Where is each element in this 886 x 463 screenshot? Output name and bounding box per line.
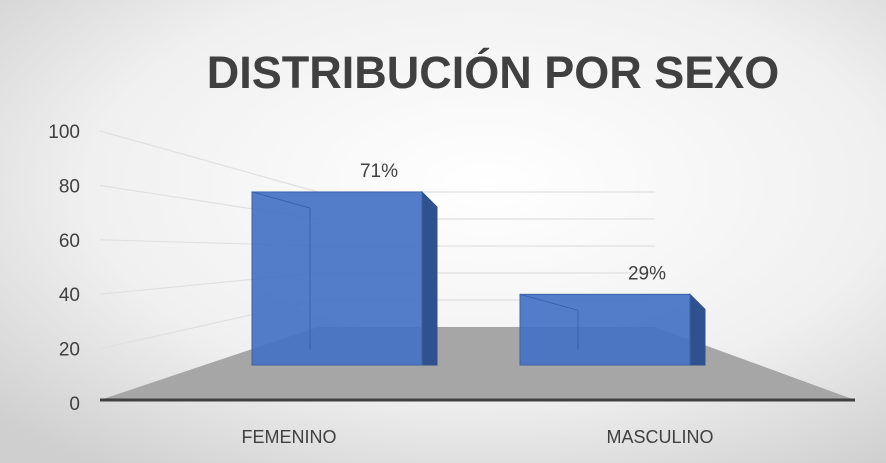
y-tick-label: 40 <box>59 285 80 306</box>
bar-edge <box>251 191 311 209</box>
bar-side <box>421 190 438 366</box>
data-label: 29% <box>628 263 666 284</box>
y-tick-label: 60 <box>59 231 80 252</box>
bar-edge <box>519 293 579 311</box>
y-tick-label: 80 <box>59 176 80 197</box>
chart-title: DISTRIBUCIÓN POR SEXO <box>207 47 780 98</box>
data-label: 71% <box>360 161 398 182</box>
grid-line <box>99 130 319 193</box>
bar <box>251 191 423 366</box>
bar <box>519 293 691 366</box>
x-tick-label: FEMENINO <box>241 427 336 447</box>
y-tick-label: 100 <box>48 122 80 143</box>
y-tick-label: 0 <box>69 394 80 415</box>
x-tick-label: MASCULINO <box>606 427 713 447</box>
y-tick-label: 20 <box>59 340 80 361</box>
